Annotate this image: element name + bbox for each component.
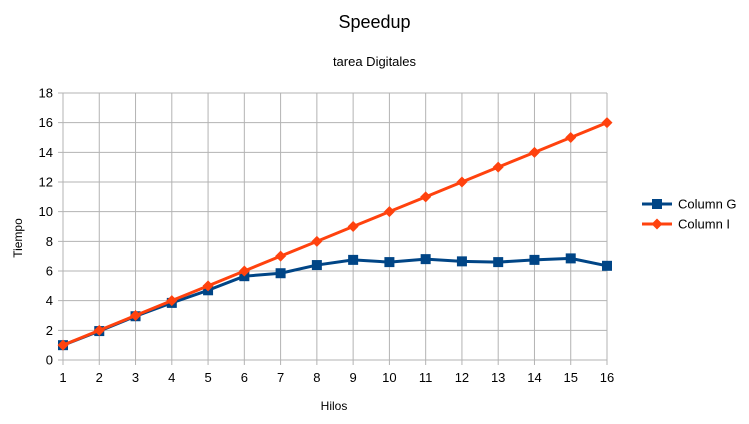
legend-label: Column G <box>678 197 737 212</box>
y-tick-label: 6 <box>46 264 53 279</box>
data-point <box>57 339 69 351</box>
data-point <box>238 265 250 277</box>
data-point <box>275 268 286 279</box>
x-tick-label: 3 <box>132 370 139 385</box>
data-point <box>348 254 359 265</box>
x-tick-label: 15 <box>563 370 577 385</box>
y-tick-label: 14 <box>39 145 53 160</box>
y-tick-label: 16 <box>39 115 53 130</box>
x-tick-label: 16 <box>600 370 614 385</box>
legend: Column G Column I <box>642 197 737 232</box>
chart-subtitle: tarea Digitales <box>332 54 417 69</box>
data-point <box>456 256 467 267</box>
grid <box>58 92 608 365</box>
data-point <box>565 253 576 264</box>
series-lines <box>57 117 613 351</box>
data-point <box>602 260 612 271</box>
data-point <box>311 235 323 247</box>
y-tick-label: 0 <box>46 353 53 368</box>
y-tick-label: 18 <box>39 86 53 101</box>
data-point <box>383 206 395 218</box>
data-point <box>456 176 468 188</box>
x-tick-label: 1 <box>59 370 66 385</box>
y-tick-label: 4 <box>46 293 53 308</box>
y-tick-label: 2 <box>46 323 53 338</box>
x-tick-label: 4 <box>168 370 175 385</box>
data-point <box>166 295 178 307</box>
y-tick-label: 10 <box>39 204 53 219</box>
x-tick-label: 10 <box>382 370 396 385</box>
data-point <box>528 146 540 158</box>
y-tick-label: 8 <box>46 234 53 249</box>
series-line <box>62 121 608 347</box>
data-point <box>420 191 432 203</box>
data-point <box>347 221 359 232</box>
x-tick-label: 14 <box>527 370 541 385</box>
x-tick-label: 5 <box>204 370 211 385</box>
legend-marker <box>651 218 663 230</box>
legend-label: Column I <box>678 217 730 232</box>
x-tick-label: 13 <box>491 370 505 385</box>
data-point <box>420 254 431 265</box>
x-tick-label: 8 <box>313 370 320 385</box>
x-tick-label: 2 <box>96 370 103 385</box>
x-tick-label: 11 <box>419 370 433 385</box>
data-point <box>492 161 504 173</box>
x-tick-label: 7 <box>277 370 284 385</box>
data-point <box>93 324 105 336</box>
data-point <box>601 117 613 129</box>
data-point <box>311 260 322 271</box>
x-tick-label: 12 <box>455 370 469 385</box>
data-point <box>565 132 577 143</box>
y-axis-title: Tiempo <box>11 218 25 258</box>
data-point <box>384 257 395 268</box>
chart-title: Speedup <box>338 12 411 32</box>
x-axis-title: Hilos <box>321 399 348 413</box>
data-point <box>130 310 142 321</box>
data-point <box>202 280 214 292</box>
data-point <box>529 254 540 265</box>
y-tick-label: 12 <box>39 175 53 190</box>
x-tick-label: 9 <box>350 370 357 385</box>
data-point <box>493 257 504 268</box>
x-tick-label: 6 <box>241 370 248 385</box>
legend-marker <box>652 199 662 209</box>
data-point <box>275 250 287 262</box>
